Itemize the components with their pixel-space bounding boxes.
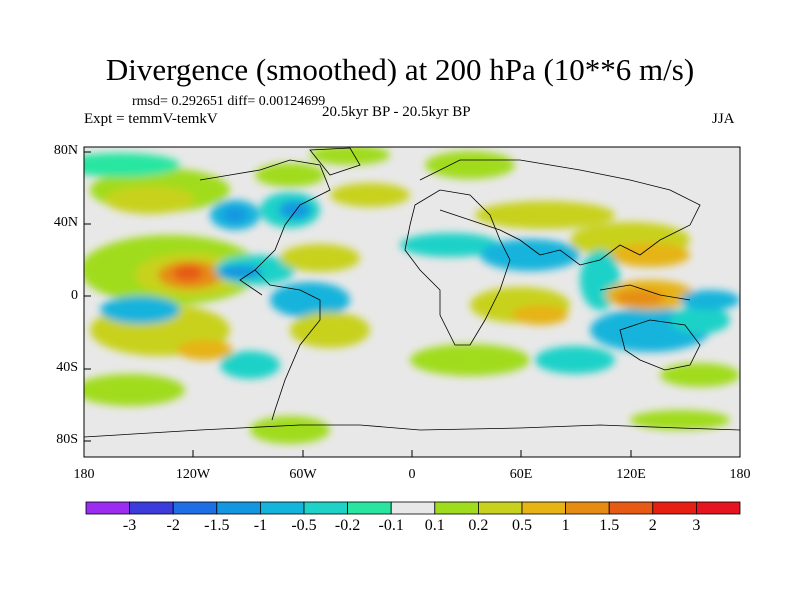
divergence-field [84, 147, 740, 444]
lon-label-120e: 120E [616, 467, 646, 482]
field-patch [475, 201, 615, 229]
experiment-label: Expt = temmV-temkV [84, 111, 218, 127]
field-patch [310, 147, 390, 165]
lon-label-180e: 180 [729, 467, 751, 482]
americas-coast [199, 159, 331, 421]
stats-text: rmsd= 0.292651 diff= 0.00124699 [132, 94, 326, 109]
antarctica-coast [84, 424, 740, 438]
field-patch [290, 312, 370, 348]
colorbar-label: 1.5 [599, 517, 620, 534]
lon-label-0: 0 [408, 467, 416, 482]
colorbar-swatch [259, 501, 305, 515]
lon-label-60e: 60E [509, 467, 533, 482]
field-patch [84, 153, 180, 177]
field-patch [84, 374, 185, 406]
central-america-coast [239, 269, 263, 296]
colorbar-label: -1 [253, 517, 268, 534]
colorbar-swatch [434, 501, 479, 515]
colorbar-label: -0.2 [334, 517, 361, 534]
field-patch [105, 186, 195, 214]
colorbar-label: -2 [166, 517, 180, 534]
field-patch [670, 306, 730, 334]
colorbar-swatch [172, 501, 218, 515]
colorbar-swatch [652, 501, 697, 515]
lat-label-80n: 80N [53, 143, 78, 158]
colorbar-label: 0.5 [512, 517, 532, 534]
map-plot-area [84, 147, 740, 457]
field-patch [615, 290, 665, 306]
field-patch [630, 410, 730, 430]
colorbar-swatch [347, 501, 392, 515]
field-patch [280, 244, 360, 272]
field-patch [250, 416, 330, 444]
colorbar-label: 3 [692, 517, 701, 534]
colorbar-swatch [85, 501, 130, 515]
colorbar-label: 0.2 [468, 517, 489, 534]
colorbar-label: -1.5 [204, 517, 230, 534]
lon-label-120w: 120W [175, 467, 211, 482]
field-patch [279, 201, 311, 219]
field-patch [535, 346, 615, 374]
field-patch [610, 243, 690, 267]
colorbar-label: -3 [122, 517, 137, 534]
colorbar [85, 501, 741, 515]
field-patch [480, 239, 580, 271]
australia-coast [619, 319, 701, 371]
colorbar-label: 2 [648, 517, 657, 534]
colorbar-swatch [565, 501, 610, 515]
africa-coast [404, 189, 511, 346]
colorbar-label: -0.1 [378, 517, 404, 534]
season-label: JJA [712, 111, 735, 127]
colorbar-label: 0.1 [424, 517, 445, 534]
lat-label-40s: 40S [56, 360, 78, 375]
colorbar-swatch [303, 501, 348, 515]
colorbar-swatch [608, 501, 654, 515]
lon-label-180w: 180 [73, 467, 95, 482]
colorbar-swatch [129, 501, 174, 515]
colorbar-swatch [216, 501, 261, 515]
field-patch [177, 340, 233, 360]
colorbar-swatch [521, 501, 566, 515]
lon-label-60w: 60W [289, 467, 317, 482]
field-patch [400, 233, 500, 257]
field-patch [410, 344, 530, 376]
colorbar-swatch [477, 501, 523, 515]
field-patch [100, 296, 180, 324]
eurasia-coast [419, 159, 701, 266]
lat-label-40n: 40N [53, 215, 78, 230]
coastlines [84, 147, 740, 438]
colorbar-swatch [390, 501, 436, 515]
colorbar-label: 1 [561, 517, 570, 534]
maritime-continent-coast [599, 284, 691, 301]
field-patch [270, 282, 350, 318]
field-patch [512, 305, 568, 325]
field-patch [330, 183, 410, 207]
colorbar-label: -0.5 [291, 517, 317, 534]
field-patch [255, 163, 325, 187]
colorbar-swatch [696, 501, 741, 515]
period-label: 20.5kyr BP - 20.5kyr BP [322, 104, 471, 120]
field-patch [218, 265, 262, 279]
greenland-coast [309, 147, 361, 176]
field-patch [660, 363, 740, 387]
field-patch [223, 207, 247, 223]
lat-label-80s: 80S [56, 432, 78, 447]
axis-ticks [84, 151, 632, 457]
field-patch [680, 290, 740, 310]
field-patch [173, 265, 203, 281]
chart-title: Divergence (smoothed) at 200 hPa (10**6 … [105, 52, 695, 87]
lat-label-0: 0 [71, 288, 78, 303]
field-patch [425, 151, 515, 179]
field-patch [220, 351, 280, 379]
